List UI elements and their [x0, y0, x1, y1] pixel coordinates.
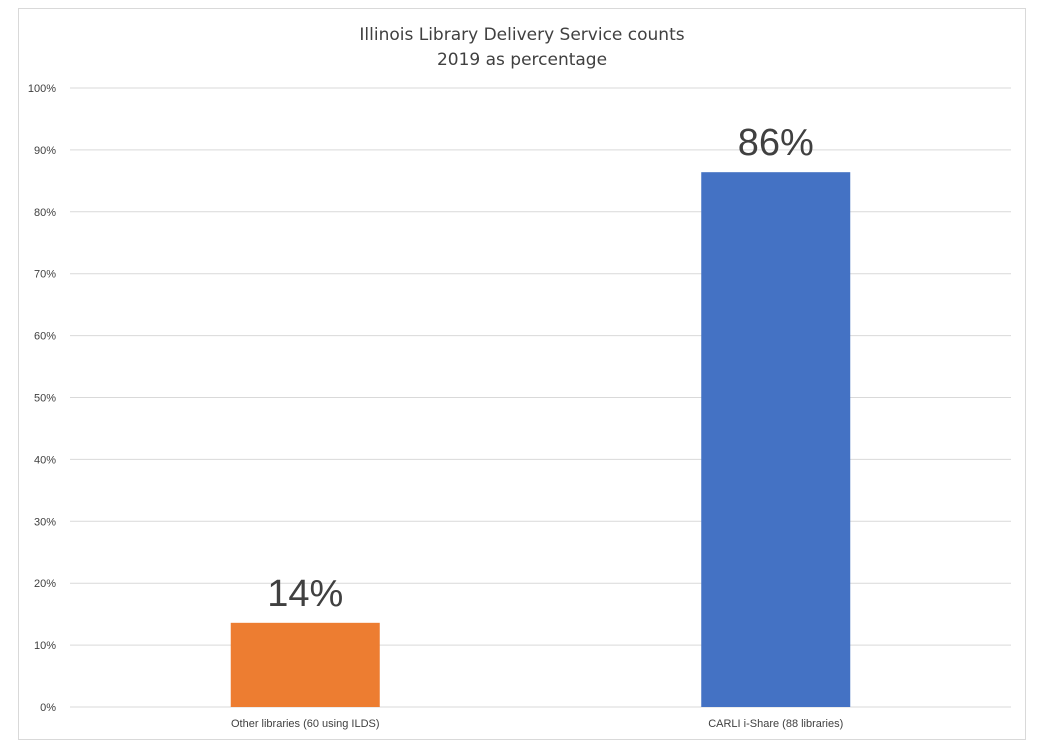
y-tick-label: 90%	[34, 145, 56, 157]
x-category-label: CARLI i-Share (88 libraries)	[708, 718, 843, 730]
gridlines	[70, 87, 1011, 708]
y-tick-label: 80%	[34, 207, 56, 219]
data-labels: 14% 86%	[267, 122, 814, 615]
y-tick-label: 10%	[34, 640, 56, 652]
y-tick-label: 40%	[34, 454, 56, 466]
y-tick-label: 50%	[34, 393, 56, 405]
y-axis-ticks: 0% 10% 20% 30% 40% 50% 60% 70% 80% 90% 100%	[28, 83, 56, 714]
data-label: 86%	[738, 122, 814, 164]
chart-title: Illinois Library Delivery Service counts	[359, 25, 684, 45]
data-label: 14%	[267, 573, 343, 615]
y-tick-label: 100%	[28, 83, 56, 95]
y-tick-label: 0%	[40, 702, 56, 714]
bar-0	[230, 622, 380, 707]
y-tick-label: 30%	[34, 516, 56, 528]
y-tick-label: 60%	[34, 331, 56, 343]
y-tick-label: 70%	[34, 269, 56, 281]
chart-subtitle: 2019 as percentage	[437, 50, 607, 70]
bars	[230, 172, 851, 707]
y-tick-label: 20%	[34, 578, 56, 590]
chart-frame	[18, 8, 1026, 740]
x-axis-categories: Other libraries (60 using ILDS) CARLI i-S…	[231, 718, 843, 730]
bar-1	[701, 172, 851, 707]
x-category-label: Other libraries (60 using ILDS)	[231, 718, 380, 730]
